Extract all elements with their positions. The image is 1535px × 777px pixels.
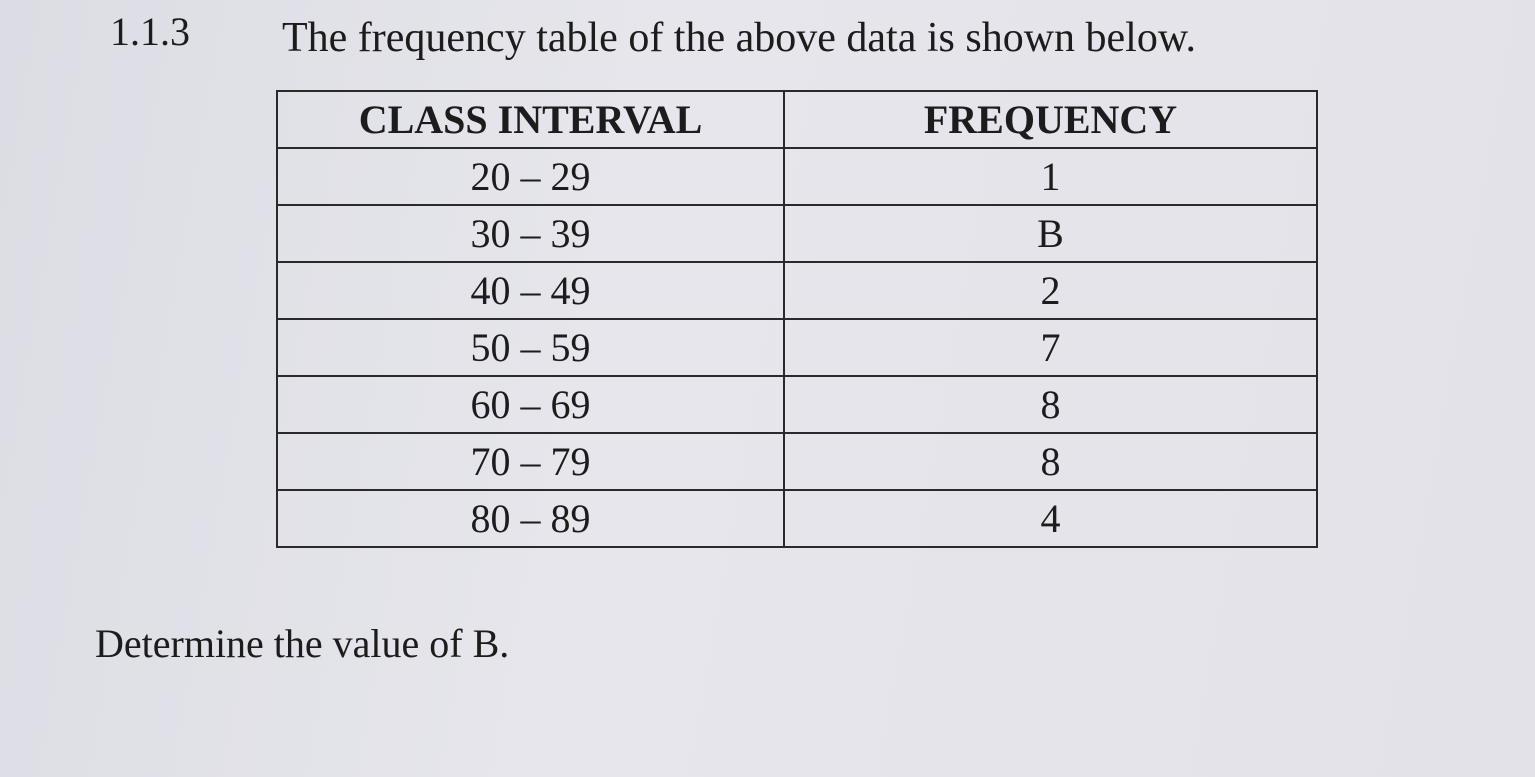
- table-cell: 1: [783, 147, 1318, 206]
- table-cell: 7: [783, 318, 1318, 377]
- table-cell: 60 – 69: [276, 375, 785, 434]
- table-cell: 20 – 29: [276, 147, 785, 206]
- table-row: 80 – 89 4: [276, 489, 1318, 548]
- question-number: 1.1.3: [110, 9, 190, 54]
- prompt: Determine the value of B.: [95, 621, 510, 666]
- table-row: 70 – 79 8: [276, 432, 1318, 491]
- table-cell: B: [783, 204, 1318, 263]
- table-cell: 2: [783, 261, 1318, 320]
- table-row: 20 – 29 1: [276, 147, 1318, 206]
- table-cell: 50 – 59: [276, 318, 785, 377]
- table-row: 30 – 39 B: [276, 204, 1318, 263]
- table-row: 60 – 69 8: [276, 375, 1318, 434]
- header-cell: CLASS INTERVAL: [276, 90, 785, 149]
- table-cell: 70 – 79: [276, 432, 785, 491]
- table-row: 40 – 49 2: [276, 261, 1318, 320]
- question-text: The frequency table of the above data is…: [282, 15, 1196, 61]
- table-cell: 8: [783, 375, 1318, 434]
- table-cell: 4: [783, 489, 1318, 548]
- table-cell: 80 – 89: [276, 489, 785, 548]
- table-cell: 30 – 39: [276, 204, 785, 263]
- frequency-table: CLASS INTERVAL FREQUENCY 20 – 29 1 30 – 39 B 4…: [276, 90, 1318, 548]
- header-row: CLASS INTERVAL FREQUENCY: [276, 90, 1318, 149]
- table-cell: 40 – 49: [276, 261, 785, 320]
- header-cell: FREQUENCY: [783, 90, 1318, 149]
- table-cell: 8: [783, 432, 1318, 491]
- table-row: 50 – 59 7: [276, 318, 1318, 377]
